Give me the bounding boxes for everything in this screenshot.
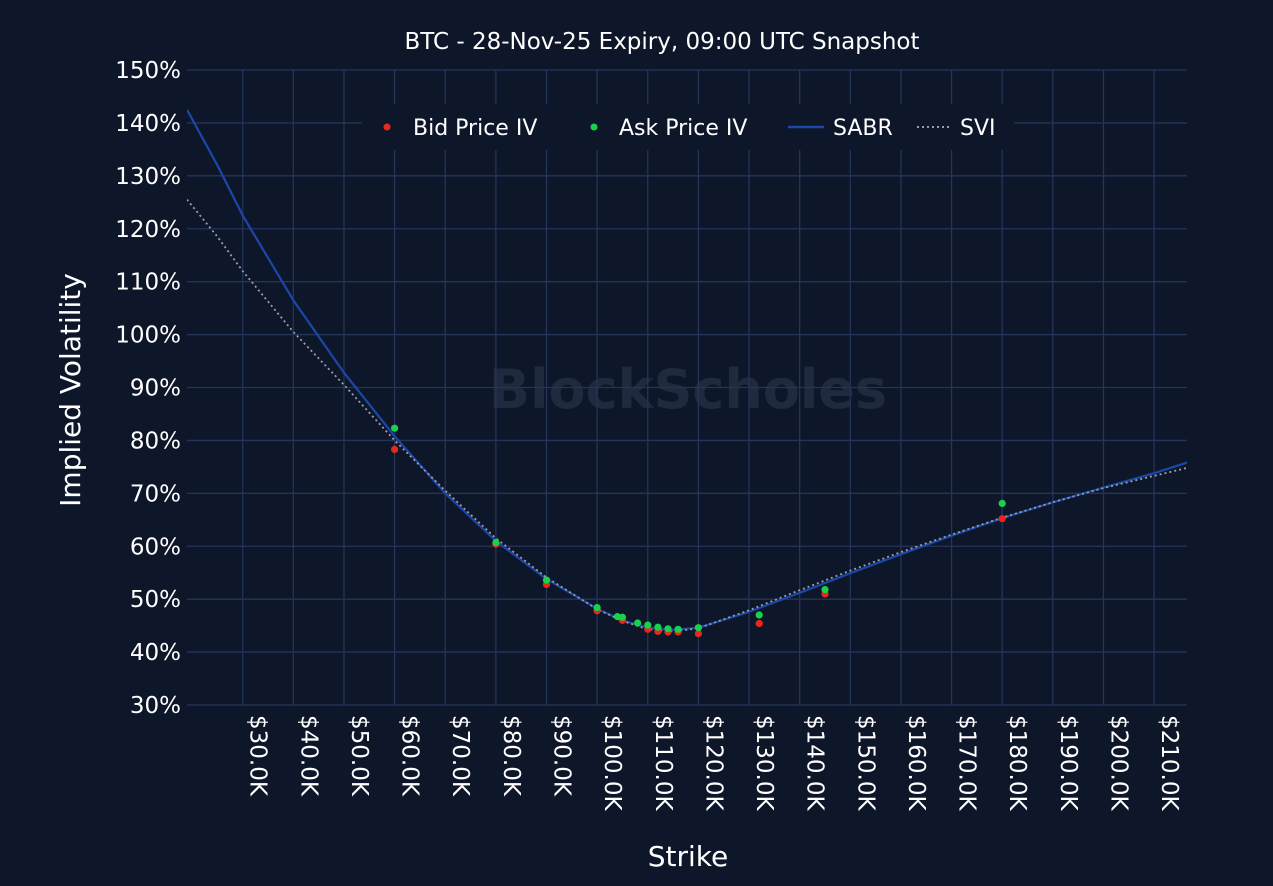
ask-iv-point bbox=[542, 576, 551, 584]
ask-iv-point bbox=[821, 586, 829, 594]
ask-iv-point bbox=[755, 611, 763, 619]
chart-title: BTC - 28-Nov-25 Expiry, 09:00 UTC Snapsh… bbox=[404, 29, 919, 55]
grid-layer bbox=[187, 69, 1187, 706]
y-tick-label: 50% bbox=[130, 587, 181, 613]
x-tick-label: $200.0K bbox=[1105, 715, 1131, 811]
x-tick-label: $150.0K bbox=[852, 715, 878, 811]
y-tick-label: 70% bbox=[130, 481, 181, 507]
watermark: BlockScholes bbox=[489, 358, 887, 421]
bid-iv-point bbox=[391, 445, 399, 453]
ask-iv-point bbox=[664, 625, 672, 633]
legend-item-ask[interactable]: Ask Price IV bbox=[590, 116, 748, 141]
legend-background bbox=[362, 104, 1014, 150]
y-axis-ticks: 30% 40% 50% 60% 70% 80% 90% 100% 110% 120% 130% 140… bbox=[115, 58, 181, 719]
legend: Bid Price IV Ask Price IV SABR SVI bbox=[362, 104, 1014, 150]
ask-iv-point bbox=[998, 499, 1006, 507]
x-tick-label: $30.0K bbox=[245, 715, 271, 797]
x-axis-title: Strike bbox=[648, 840, 729, 873]
ask-iv-point bbox=[694, 624, 703, 632]
y-tick-label: 140% bbox=[115, 111, 181, 137]
ask-iv-point bbox=[644, 621, 652, 629]
legend-sabr-label: SABR bbox=[833, 116, 893, 141]
ask-iv-point bbox=[492, 538, 500, 547]
y-tick-label: 80% bbox=[130, 428, 181, 454]
x-tick-label: $70.0K bbox=[447, 715, 473, 797]
legend-bid-label: Bid Price IV bbox=[413, 116, 537, 141]
x-tick-label: $120.0K bbox=[700, 715, 726, 811]
x-tick-label: $100.0K bbox=[599, 715, 625, 811]
y-tick-label: 60% bbox=[130, 534, 181, 560]
legend-item-svi[interactable]: SVI bbox=[917, 116, 996, 141]
x-tick-label: $180.0K bbox=[1004, 715, 1030, 811]
x-tick-label: $140.0K bbox=[802, 715, 828, 811]
x-tick-label: $90.0K bbox=[548, 715, 574, 797]
x-tick-label: $60.0K bbox=[397, 715, 423, 797]
x-axis-ticks: $30.0K $40.0K $50.0K $60.0K $70.0K $80.0K $90.… bbox=[245, 715, 1182, 811]
legend-ask-marker bbox=[590, 123, 598, 131]
bid-iv-point bbox=[755, 619, 763, 628]
x-tick-label: $170.0K bbox=[954, 715, 980, 811]
bid-iv-point bbox=[694, 630, 703, 638]
bid-iv-point bbox=[998, 515, 1006, 523]
x-tick-label: $210.0K bbox=[1156, 715, 1182, 811]
y-tick-label: 30% bbox=[130, 693, 181, 719]
y-tick-label: 150% bbox=[115, 58, 181, 84]
y-tick-label: 110% bbox=[115, 270, 181, 296]
legend-item-bid[interactable]: Bid Price IV bbox=[383, 116, 538, 141]
y-tick-label: 100% bbox=[115, 323, 181, 349]
y-tick-label: 130% bbox=[115, 164, 181, 190]
series-layer bbox=[187, 109, 1187, 638]
ask-iv-point bbox=[593, 604, 601, 612]
legend-ask-label: Ask Price IV bbox=[619, 116, 747, 141]
ask-iv-point bbox=[674, 625, 682, 633]
y-tick-label: 120% bbox=[115, 217, 181, 243]
x-tick-label: $40.0K bbox=[295, 715, 321, 797]
y-tick-label: 40% bbox=[130, 640, 181, 666]
y-axis-title: Implied Volatility bbox=[54, 273, 87, 507]
x-tick-label: $130.0K bbox=[751, 715, 777, 811]
legend-item-sabr[interactable]: SABR bbox=[788, 116, 893, 141]
ask-iv-point bbox=[391, 424, 399, 432]
x-tick-label: $160.0K bbox=[903, 715, 929, 811]
legend-svi-label: SVI bbox=[960, 116, 996, 141]
legend-bid-marker bbox=[383, 123, 391, 131]
x-tick-label: $190.0K bbox=[1055, 715, 1081, 811]
ask-iv-point bbox=[634, 619, 642, 627]
ask-iv-point bbox=[654, 623, 662, 631]
x-tick-label: $80.0K bbox=[498, 715, 524, 797]
ask-iv-point bbox=[618, 613, 627, 621]
y-tick-label: 90% bbox=[130, 376, 181, 402]
x-tick-label: $110.0K bbox=[650, 715, 676, 811]
x-tick-label: $50.0K bbox=[346, 715, 372, 797]
